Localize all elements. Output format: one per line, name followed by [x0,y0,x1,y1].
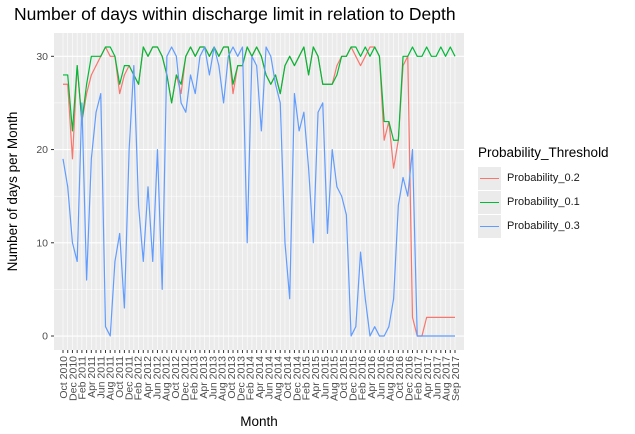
legend-key-2 [478,214,501,238]
legend-label-0: Probability_0.2 [507,172,580,184]
x-tick-label: Dec 2015 [347,356,359,401]
x-tick-label: Oct 2013 [226,356,238,399]
x-tick-label: Apr 2017 [422,356,434,399]
chart-title: Number of days within discharge limit in… [14,4,456,24]
x-tick-label: Oct 2012 [170,356,182,399]
x-tick-label: Jun 2013 [207,356,219,399]
x-tick-label: Aug 2011 [105,356,117,400]
x-tick-label: Dec 2016 [403,356,415,401]
plot-panel [54,33,464,350]
x-tick-label: Apr 2014 [254,356,266,399]
x-tick-label: Jun 2015 [319,356,331,399]
x-tick-label: Jun 2014 [263,356,275,399]
x-tick-label: Feb 2016 [357,356,369,401]
series-line-2 [62,46,455,337]
y-tick-label: 30 [36,51,48,63]
legend-swatch-1 [480,201,499,203]
legend-swatch-2 [480,225,499,227]
x-axis-title: Month [240,414,278,429]
x-tick-label: Feb 2017 [413,356,425,401]
y-tick-label: 20 [36,144,48,156]
legend-title: Probability_Threshold [478,145,609,160]
x-tick-label: Apr 2016 [366,356,378,399]
x-tick-label: Dec 2013 [235,356,247,401]
legend-label-1: Probability_0.1 [507,196,580,208]
x-tick-label: Oct 2016 [394,356,406,399]
x-tick-label: Oct 2015 [338,356,350,399]
legend-item-0: Probability_0.2 [478,166,609,190]
x-tick-label: Apr 2015 [310,356,322,399]
x-tick-label: Oct 2010 [58,356,70,399]
x-tick-label: Aug 2012 [161,356,173,401]
x-tick-label: Apr 2012 [142,356,154,399]
x-tick-label: Dec 2011 [123,356,135,400]
x-tick-label: Feb 2015 [301,356,313,401]
x-tick-label: Oct 2011 [114,356,126,398]
legend-item-2: Probability_0.3 [478,214,609,238]
x-tick-label: Jun 2011 [95,356,107,399]
x-tick-label: Dec 2014 [291,356,303,401]
x-tick-label: Aug 2017 [441,356,453,401]
x-tick-label: Dec 2012 [179,356,191,401]
x-tick-label: Apr 2013 [198,356,210,399]
legend-item-1: Probability_0.1 [478,190,609,214]
legend: Probability_Threshold Probability_0.2 Pr… [478,145,609,238]
x-tick-label: Jun 2016 [375,356,387,399]
legend-label-2: Probability_0.3 [507,220,580,232]
x-tick-label: Jun 2012 [151,356,163,399]
y-axis-title: Number of days per Month [5,112,20,272]
x-tick-label: Feb 2012 [133,356,145,401]
x-tick-label: Aug 2013 [217,356,229,401]
x-tick-label: Jun 2017 [431,356,443,399]
x-tick-label: Feb 2011 [77,356,89,400]
x-tick-label: Apr 2011 [86,356,98,398]
x-tick-label: Feb 2013 [189,356,201,401]
legend-swatch-0 [480,177,499,179]
x-tick-label: Feb 2014 [245,356,257,401]
x-tick-label: Dec 2010 [67,356,79,401]
x-tick-label: Aug 2016 [385,356,397,401]
y-tick-label: 10 [36,237,48,249]
x-tick-label: Aug 2015 [329,356,341,401]
x-tick-label: Oct 2014 [282,356,294,399]
series-line-1 [63,46,456,141]
y-tick-label: 0 [42,331,48,343]
x-tick-label: Sep 2017 [450,356,462,401]
x-tick-label: Aug 2014 [273,356,285,401]
legend-key-0 [478,166,501,190]
legend-key-1 [478,190,501,214]
